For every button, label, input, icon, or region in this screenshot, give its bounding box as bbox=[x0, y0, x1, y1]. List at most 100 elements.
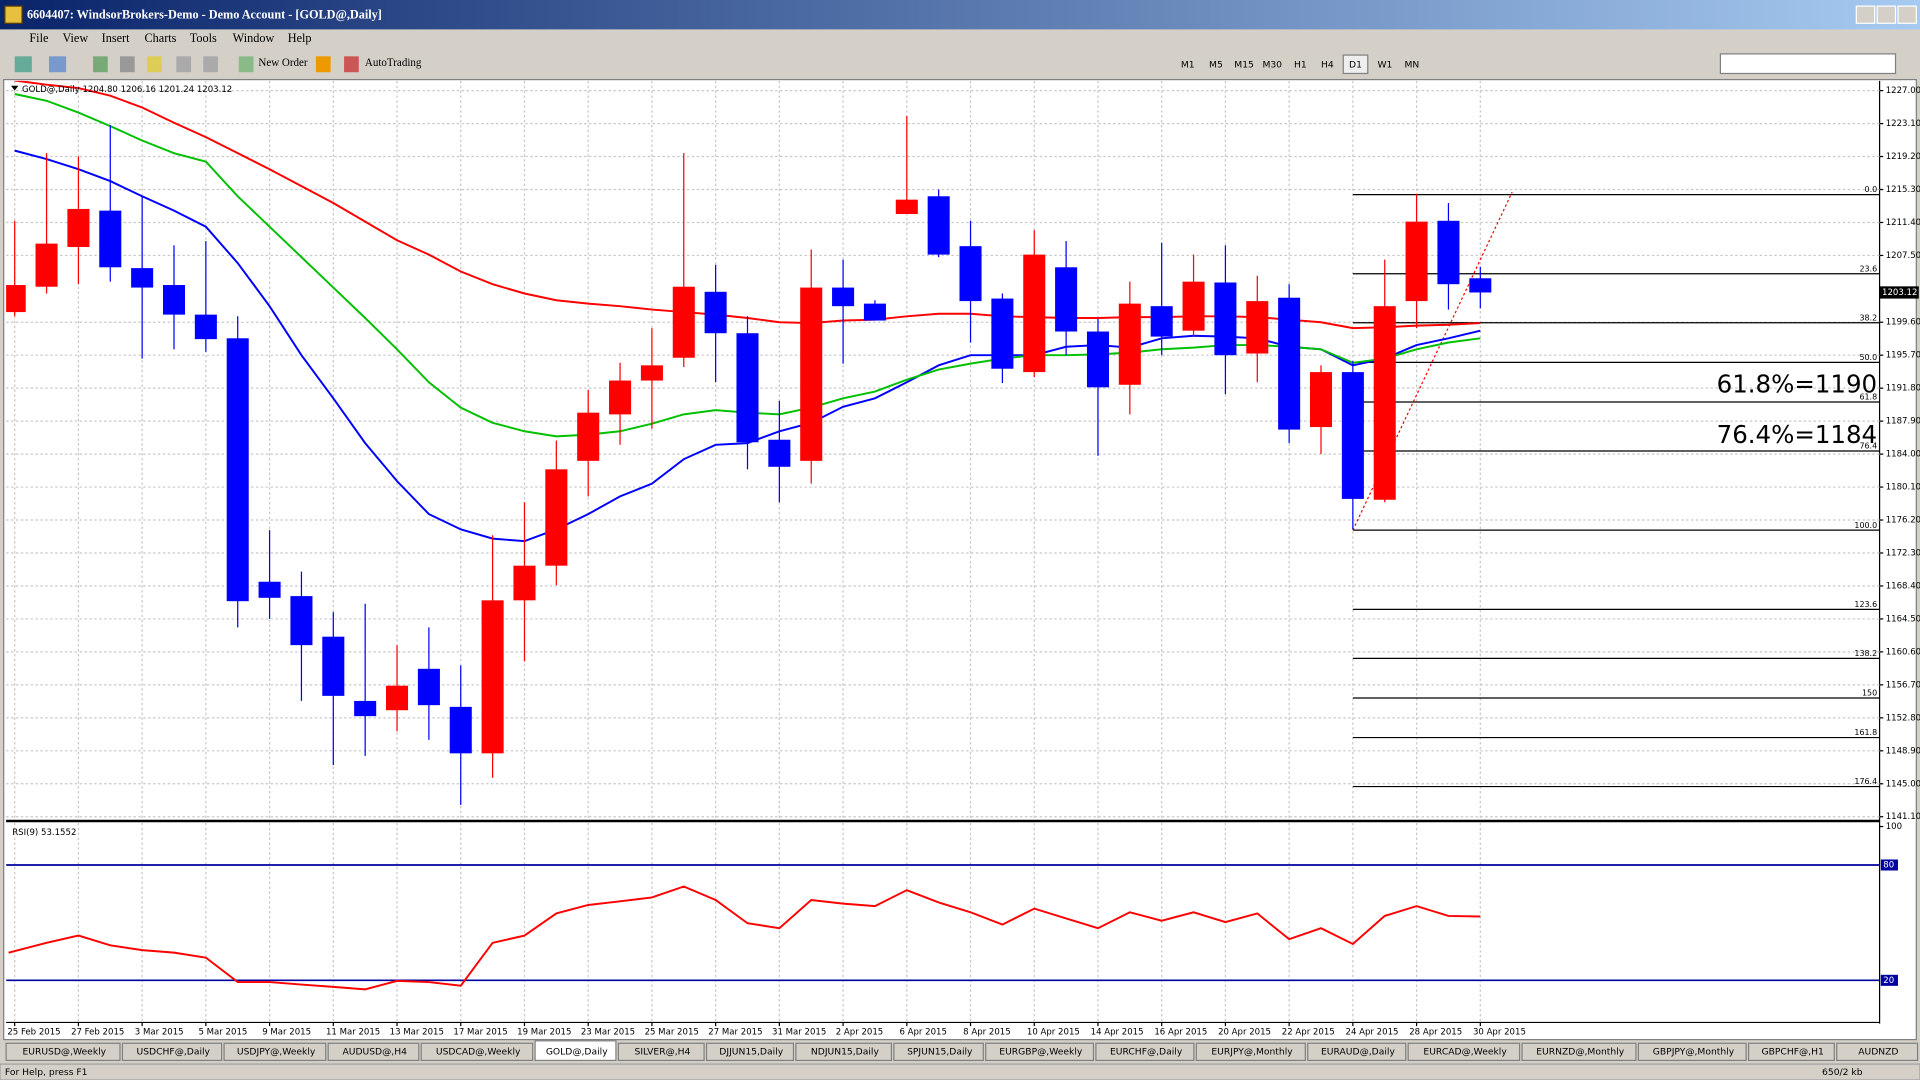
toolbar-button[interactable]: New Order bbox=[258, 57, 308, 69]
candle-body bbox=[1246, 301, 1269, 354]
tab[interactable] bbox=[121, 1042, 223, 1062]
menu-item[interactable]: Help bbox=[288, 31, 312, 45]
tab[interactable] bbox=[1407, 1042, 1521, 1062]
timeframe-button[interactable]: MN bbox=[1404, 59, 1419, 70]
tab[interactable] bbox=[893, 1042, 984, 1062]
candle-body bbox=[609, 380, 632, 415]
tab[interactable] bbox=[795, 1042, 893, 1062]
x-tick-label: 2 Apr 2015 bbox=[836, 1028, 884, 1038]
candle-body bbox=[1023, 254, 1046, 373]
toolbar-button[interactable]: AutoTrading bbox=[365, 57, 422, 69]
candle-body bbox=[640, 365, 663, 381]
candle-body bbox=[99, 210, 122, 268]
toolbar-icon[interactable] bbox=[146, 56, 162, 73]
x-tick-label: 3 Mar 2015 bbox=[135, 1028, 184, 1038]
timeframe-button[interactable]: D1 bbox=[1349, 59, 1362, 70]
tab[interactable] bbox=[617, 1042, 705, 1062]
fib-label: 38.2 bbox=[1859, 313, 1877, 322]
x-tick-label: 19 Mar 2015 bbox=[517, 1028, 571, 1038]
window-title: 6604407: WindsorBrokers-Demo - Demo Acco… bbox=[27, 8, 382, 22]
y-tick-label: 1148.90 bbox=[1886, 746, 1920, 756]
toolbar-icon[interactable] bbox=[203, 56, 218, 73]
x-tick-label: 14 Apr 2015 bbox=[1091, 1028, 1144, 1038]
menu-item[interactable]: File bbox=[29, 31, 48, 45]
y-tick-label: 1164.50 bbox=[1886, 614, 1920, 624]
y-tick-label: 1215.30 bbox=[1886, 185, 1920, 195]
candle-body bbox=[35, 243, 58, 287]
close-button[interactable] bbox=[1897, 5, 1917, 24]
timeframe-pressed bbox=[1342, 54, 1369, 75]
tab[interactable] bbox=[5, 1042, 121, 1062]
fib-trendline bbox=[1352, 191, 1513, 531]
tab[interactable] bbox=[420, 1042, 534, 1062]
tab[interactable] bbox=[1637, 1042, 1747, 1062]
fib-label: 123.6 bbox=[1854, 600, 1877, 609]
y-tick-label: 1172.30 bbox=[1886, 548, 1920, 558]
tab[interactable] bbox=[1095, 1042, 1195, 1062]
tab-label: GBPCHF@,H1 bbox=[1761, 1046, 1823, 1057]
candle-body bbox=[959, 246, 982, 302]
tab[interactable] bbox=[985, 1042, 1095, 1062]
candle-body bbox=[1118, 303, 1141, 385]
timeframe-button[interactable]: W1 bbox=[1377, 59, 1392, 70]
tab-label: DJJUN15,Daily bbox=[719, 1046, 783, 1057]
timeframe-button[interactable]: M30 bbox=[1262, 59, 1282, 70]
level-label: 80 bbox=[1883, 860, 1894, 870]
minimize-button[interactable] bbox=[1855, 5, 1876, 24]
x-tick-label: 8 Apr 2015 bbox=[963, 1028, 1011, 1038]
timeframe-button[interactable]: M5 bbox=[1209, 59, 1223, 70]
tab[interactable] bbox=[1307, 1042, 1407, 1062]
y-tick-label: 1156.70 bbox=[1886, 680, 1920, 690]
chart-tabs: EURUSD@,Weekly USDCHF@,Daily USDJPY@,Weekl… bbox=[5, 1040, 1919, 1062]
toolbar-icon[interactable] bbox=[14, 56, 32, 73]
menu-item[interactable]: Charts bbox=[144, 31, 176, 45]
timeframe-button[interactable]: M1 bbox=[1181, 59, 1195, 70]
tab[interactable] bbox=[705, 1042, 795, 1062]
new-order-icon[interactable] bbox=[238, 56, 254, 73]
candle-body bbox=[895, 199, 918, 215]
menu-item[interactable]: Tools bbox=[190, 31, 217, 45]
y-tick-label: 1180.10 bbox=[1886, 483, 1920, 493]
tab-label: USDCAD@,Weekly bbox=[436, 1046, 521, 1057]
candle-body bbox=[354, 700, 377, 717]
candle-body bbox=[736, 333, 759, 443]
toolbar-icon[interactable] bbox=[48, 56, 67, 73]
toolbar-icon[interactable] bbox=[120, 56, 135, 73]
tab[interactable] bbox=[327, 1042, 420, 1062]
candle-body bbox=[131, 268, 154, 288]
y-tick-label: 1223.10 bbox=[1886, 119, 1920, 129]
menu-item[interactable]: View bbox=[62, 31, 88, 45]
candle-body bbox=[162, 285, 186, 315]
y-tick-label: 1145.00 bbox=[1886, 779, 1920, 789]
y-tick-label: 1176.20 bbox=[1886, 516, 1920, 526]
tab-active[interactable] bbox=[534, 1040, 617, 1062]
menu-item[interactable]: Window bbox=[233, 31, 275, 45]
tab-label: USDCHF@,Daily bbox=[137, 1046, 211, 1057]
tab-label: EURCAD@,Weekly bbox=[1423, 1046, 1507, 1057]
candle-body bbox=[577, 412, 600, 461]
tab[interactable] bbox=[1836, 1042, 1919, 1062]
timeframe-button[interactable]: H1 bbox=[1294, 59, 1307, 70]
timeframe-button[interactable]: M15 bbox=[1234, 59, 1254, 70]
toolbar-icon[interactable] bbox=[176, 56, 192, 73]
toolbar-icon[interactable] bbox=[315, 56, 331, 73]
fib-label: 0.0 bbox=[1865, 185, 1878, 194]
chart-header: GOLD@,Daily 1204.80 1206.16 1201.24 1203… bbox=[22, 85, 232, 95]
x-tick-label: 28 Apr 2015 bbox=[1409, 1028, 1462, 1038]
fib-label: 23.6 bbox=[1859, 264, 1877, 273]
search-box[interactable] bbox=[1719, 53, 1897, 75]
autotrading-icon[interactable] bbox=[344, 56, 359, 73]
menu-item[interactable]: Insert bbox=[102, 31, 130, 45]
tab[interactable] bbox=[223, 1042, 327, 1062]
maximize-button[interactable] bbox=[1876, 5, 1897, 24]
toolbar-icon[interactable] bbox=[93, 56, 108, 73]
tab[interactable] bbox=[1195, 1042, 1306, 1062]
timeframe-button[interactable]: H4 bbox=[1321, 59, 1334, 70]
tab[interactable] bbox=[1747, 1042, 1835, 1062]
tab-label: EURGBP@,Weekly bbox=[999, 1046, 1083, 1057]
tab[interactable] bbox=[1521, 1042, 1637, 1062]
x-tick-label: 11 Mar 2015 bbox=[326, 1028, 380, 1038]
fib-label: 76.4 bbox=[1859, 442, 1877, 451]
candle-body bbox=[513, 565, 536, 601]
